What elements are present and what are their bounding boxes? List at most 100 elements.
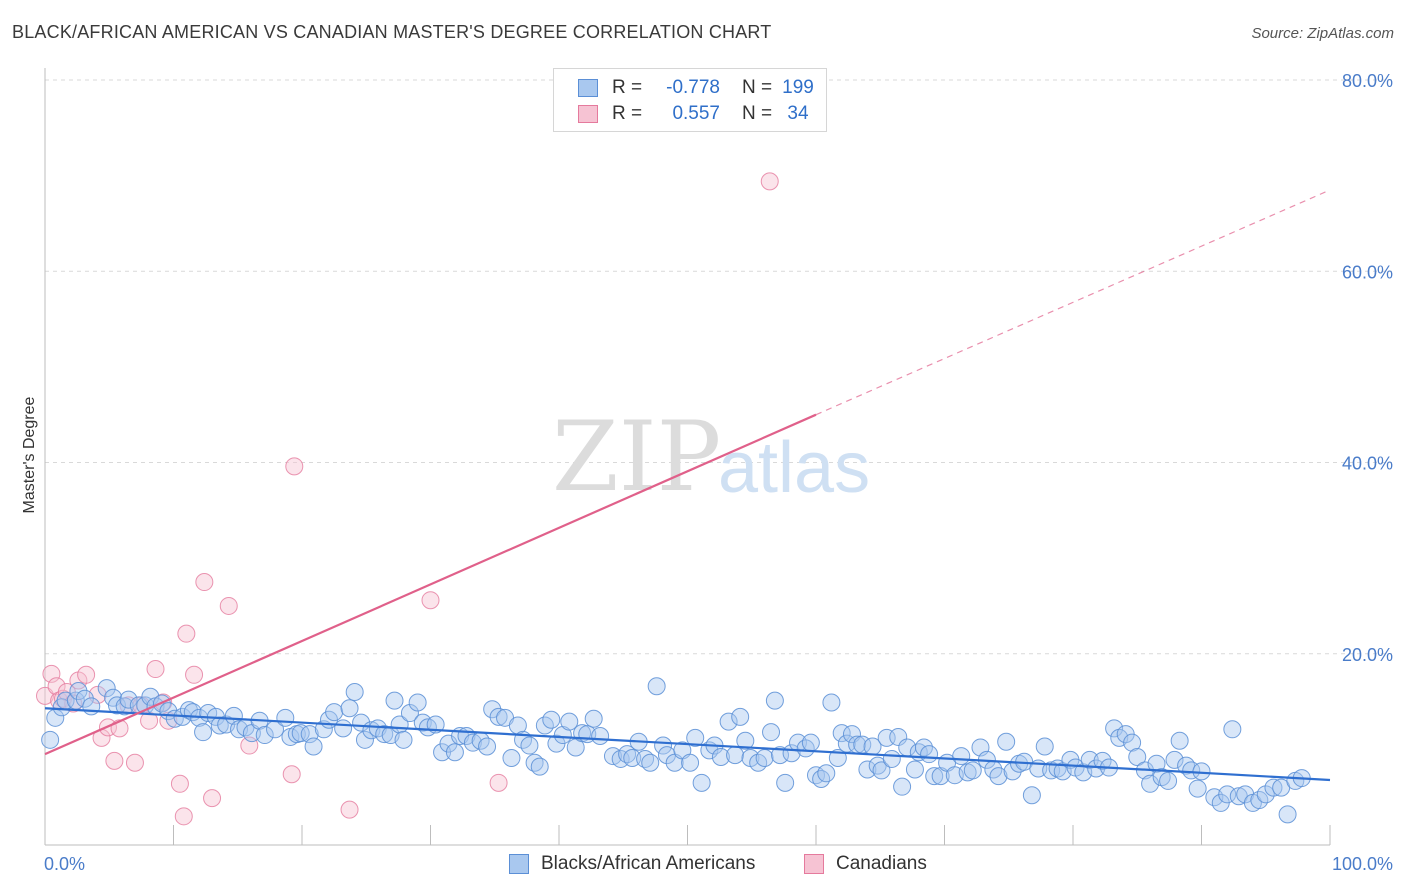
watermark: ZIP atlas	[552, 401, 870, 513]
blacks-point	[478, 737, 497, 756]
blacks-point	[385, 691, 404, 710]
legend-r-value: -0.778	[666, 77, 720, 98]
blacks-point	[731, 707, 750, 726]
blacks-point	[1123, 733, 1142, 752]
canadians-point	[219, 596, 238, 615]
bottom-legend-label-canadians: Canadians	[836, 853, 927, 874]
blacks-point	[394, 730, 413, 749]
y-tick-label: 20.0%	[1342, 645, 1393, 665]
blacks-point	[1256, 785, 1275, 804]
blacks-point	[1278, 805, 1297, 824]
canadians-point	[489, 773, 508, 792]
blacks-point	[345, 683, 364, 701]
blacks-point	[1188, 779, 1207, 798]
blacks-point	[726, 746, 745, 765]
blacks-point	[334, 719, 353, 738]
blacks-point	[325, 703, 344, 722]
blacks-point	[1093, 751, 1112, 770]
bottom-legend-swatch-pink	[804, 854, 824, 874]
y-tick-label: 60.0%	[1342, 262, 1393, 282]
blacks-point	[654, 736, 673, 755]
blacks-point	[1105, 719, 1124, 738]
blacks-point	[905, 760, 924, 779]
canadians-point	[125, 753, 144, 772]
legend-row-canadians: R = 0.557 N = 34	[578, 102, 818, 126]
blacks-points	[41, 677, 1311, 824]
blacks-point	[925, 767, 944, 786]
blacks-point	[542, 710, 561, 729]
blacks-point	[408, 693, 427, 712]
blacks-point	[686, 728, 705, 747]
blacks-point	[889, 727, 908, 746]
legend-r-label: R =	[612, 77, 643, 98]
canadians-point	[421, 591, 440, 610]
y-tick-label: 80.0%	[1342, 71, 1393, 91]
axes	[44, 68, 1331, 846]
bottom-legend-blacks: Blacks/African Americans	[509, 852, 755, 876]
canadians-point	[760, 172, 779, 191]
blacks-point	[276, 708, 295, 727]
blacks-point	[75, 689, 94, 708]
y-tick-label: 40.0%	[1342, 454, 1393, 474]
legend-row-blacks: R = -0.778 N = 199	[578, 76, 818, 100]
blacks-point	[1192, 762, 1211, 781]
canadians-point	[146, 660, 165, 679]
watermark-zip: ZIP	[552, 401, 721, 513]
gridlines	[45, 79, 1392, 655]
blacks-point	[107, 696, 126, 715]
blacks-point	[1218, 785, 1237, 804]
blacks-point	[1264, 778, 1283, 797]
blacks-point	[291, 724, 310, 743]
legend-n-value: 199	[782, 77, 814, 98]
legend-n-value: 34	[787, 103, 809, 124]
blacks-point	[194, 723, 213, 742]
canadians-point	[185, 665, 204, 684]
blacks-point	[963, 761, 982, 780]
blacks-point	[812, 770, 831, 789]
legend-n-label: N =	[742, 77, 773, 98]
x-tick-label: 0.0%	[44, 854, 85, 874]
canadians-point	[77, 665, 96, 684]
blacks-point	[920, 745, 939, 764]
blacks-point	[400, 704, 419, 723]
blacks-point	[97, 679, 116, 698]
canadians-point	[285, 457, 304, 476]
canadians-point	[203, 789, 222, 808]
tick-labels: 20.0% 40.0% 60.0% 80.0% 0.0% 100.0%	[44, 71, 1393, 874]
blacks-point	[1147, 754, 1166, 773]
blacks-point	[952, 747, 971, 766]
canadians-point	[36, 686, 54, 705]
blacks-point	[771, 746, 790, 765]
canadians-trend-line	[44, 413, 817, 756]
blacks-point	[719, 712, 738, 731]
blacks-point	[1128, 748, 1147, 767]
blacks-point	[1182, 761, 1201, 780]
blacks-point	[796, 739, 815, 758]
blacks-point	[1141, 774, 1160, 793]
blacks-point	[41, 730, 60, 749]
y-axis-label: Master's Degree	[21, 396, 38, 513]
x-tick-label: 100.0%	[1332, 854, 1393, 874]
canadians-point	[174, 807, 193, 826]
blacks-point	[832, 724, 851, 743]
blacks-point	[822, 693, 841, 712]
blacks-point	[1159, 771, 1178, 790]
blacks-point	[340, 699, 359, 718]
blacks-point	[765, 691, 784, 710]
blacks-point	[1223, 720, 1242, 739]
blacks-point	[1035, 737, 1054, 756]
watermark-atlas: atlas	[718, 428, 870, 508]
blacks-point	[776, 773, 795, 792]
blacks-point	[1087, 759, 1106, 778]
blacks-point	[762, 723, 781, 742]
canadians-point	[177, 624, 196, 643]
blacks-point	[755, 748, 774, 767]
legend-swatch-pink	[578, 105, 598, 123]
blacks-point	[69, 682, 88, 701]
blacks-point	[584, 709, 603, 728]
canadians-point	[105, 751, 124, 770]
canadians-trend-extension	[815, 189, 1331, 416]
canadians-point	[170, 774, 189, 793]
blacks-point	[463, 733, 482, 752]
blacks-point	[489, 707, 508, 726]
